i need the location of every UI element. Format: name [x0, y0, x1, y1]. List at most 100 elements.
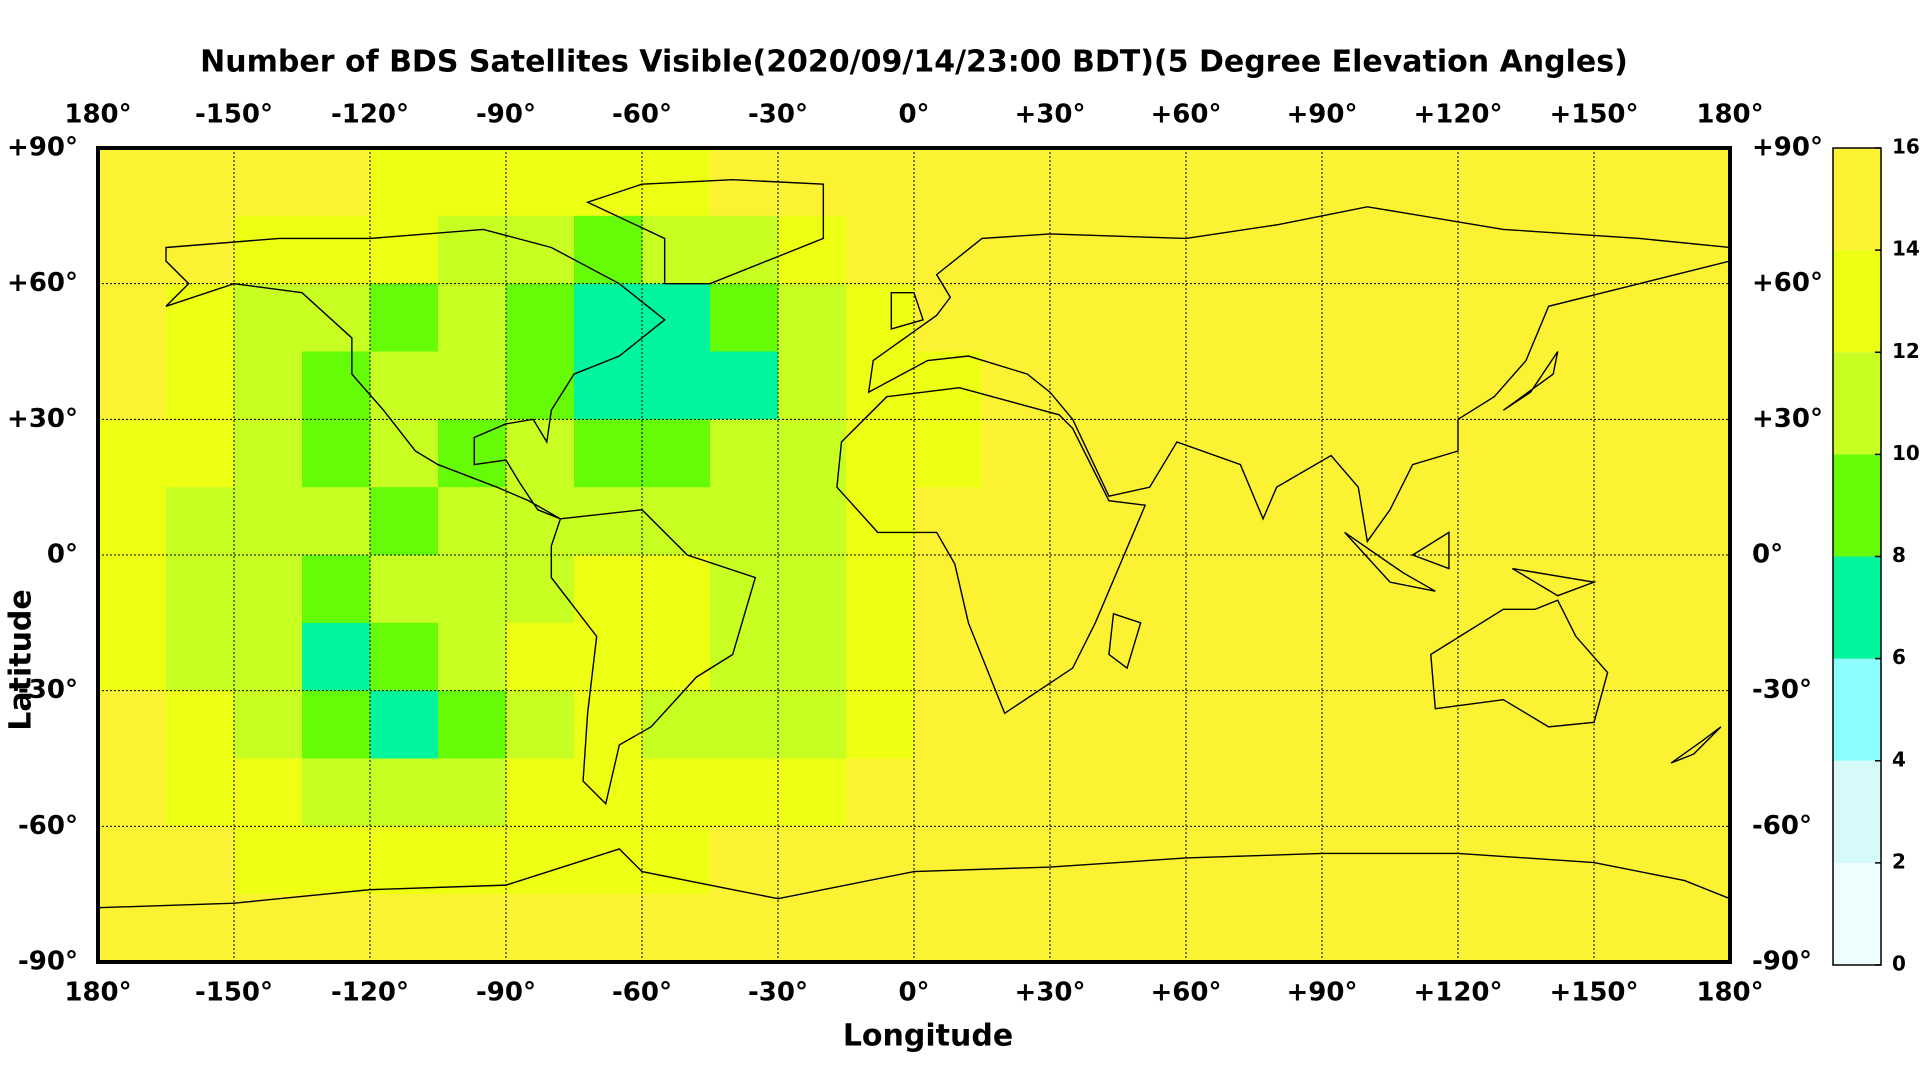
heatmap-cell — [438, 487, 507, 556]
y-axis-label: Latitude — [4, 589, 39, 731]
heatmap-cell — [166, 487, 235, 556]
y-tick-label: -60° — [18, 811, 78, 841]
heatmap-cell — [370, 555, 439, 624]
heatmap-cell — [98, 283, 167, 352]
heatmap-cell — [574, 555, 643, 624]
x-tick-label: -120° — [331, 100, 409, 130]
heatmap-cell — [710, 894, 779, 962]
heatmap-cell — [642, 894, 711, 962]
heatmap-cell — [1390, 351, 1459, 420]
coastline — [1345, 532, 1594, 595]
heatmap-cell — [1322, 758, 1391, 827]
heatmap-cell — [1118, 622, 1187, 692]
heatmap-cell — [302, 555, 371, 624]
heatmap-cell — [234, 419, 303, 488]
heatmap-cell — [302, 758, 371, 827]
heatmap-cell — [166, 826, 235, 895]
coastline — [166, 229, 665, 518]
heatmap-cell — [982, 215, 1051, 285]
heatmap-cell — [1526, 487, 1595, 556]
heatmap-cell — [234, 148, 303, 217]
heatmap-cell — [1254, 622, 1323, 692]
colorbar-bin — [1833, 148, 1881, 251]
heatmap-cell — [846, 826, 915, 895]
heatmap-cell — [1322, 215, 1391, 285]
heatmap-cell — [574, 622, 643, 692]
heatmap-cell — [1390, 148, 1459, 217]
heatmap-cell — [846, 215, 915, 285]
heatmap-cell — [1458, 758, 1527, 827]
heatmap-cell — [370, 351, 439, 420]
heatmap-cell — [1050, 419, 1119, 488]
colorbar-bin — [1833, 658, 1881, 761]
heatmap-cell — [1662, 487, 1730, 556]
heatmap-cell — [234, 215, 303, 285]
heatmap-cell — [1526, 690, 1595, 759]
heatmap-cell — [166, 283, 235, 352]
heatmap-cell — [370, 419, 439, 488]
heatmap-cell — [914, 758, 983, 827]
heatmap-cell — [1254, 690, 1323, 759]
coastline — [551, 510, 755, 804]
heatmap-cell — [1390, 215, 1459, 285]
x-tick-label: +150° — [1549, 978, 1638, 1008]
heatmap-cell — [1526, 622, 1595, 692]
colorbar-bin — [1833, 862, 1881, 965]
heatmap-cell — [1254, 826, 1323, 895]
chart-title: Number of BDS Satellites Visible(2020/09… — [200, 45, 1628, 80]
heatmap-cell — [506, 622, 575, 692]
x-tick-label: +30° — [1015, 978, 1086, 1008]
heatmap-cell — [710, 622, 779, 692]
heatmap-cell — [1458, 148, 1527, 217]
heatmap-cell — [1526, 555, 1595, 624]
heatmap-cell — [574, 487, 643, 556]
heatmap-cell — [1186, 148, 1255, 217]
y-tick-label: 0° — [1752, 540, 1783, 570]
heatmap-cell — [506, 487, 575, 556]
heatmap-cell — [438, 758, 507, 827]
colorbar-tick-label: 8 — [1892, 543, 1906, 567]
heatmap-cell — [1390, 894, 1459, 962]
heatmap-cell — [1526, 894, 1595, 962]
heatmap-cell — [98, 622, 167, 692]
heatmap-cell — [1662, 351, 1730, 420]
heatmap-cell — [1458, 283, 1527, 352]
heatmap-cell — [166, 622, 235, 692]
x-tick-label: 180° — [1696, 100, 1763, 130]
heatmap-cell — [778, 215, 847, 285]
heatmap-cell — [1458, 894, 1527, 962]
coastline — [1431, 600, 1721, 763]
x-tick-label: -150° — [195, 978, 273, 1008]
heatmap-cell — [574, 419, 643, 488]
heatmap-cell — [1254, 351, 1323, 420]
heatmap-cell — [778, 487, 847, 556]
heatmap-cell — [642, 758, 711, 827]
x-tick-label: 180° — [1696, 978, 1763, 1008]
heatmap-cell — [370, 622, 439, 692]
heatmap-cell — [982, 826, 1051, 895]
heatmap-cell — [302, 148, 371, 217]
heatmap-cell — [642, 487, 711, 556]
heatmap-cell — [98, 826, 167, 895]
heatmap-cell — [778, 351, 847, 420]
heatmap-cell — [1118, 283, 1187, 352]
colorbar-tick-label: 4 — [1892, 747, 1906, 771]
heatmap-cell — [1254, 487, 1323, 556]
heatmap-cell — [1186, 826, 1255, 895]
heatmap-cell — [982, 148, 1051, 217]
heatmap-cell — [1594, 555, 1663, 624]
heatmap-cell — [438, 215, 507, 285]
heatmap-cell — [982, 622, 1051, 692]
colorbar-bin — [1833, 250, 1881, 353]
heatmap-cell — [846, 894, 915, 962]
heatmap-cell — [778, 622, 847, 692]
heatmap-cell — [1118, 555, 1187, 624]
heatmap-cell — [1254, 758, 1323, 827]
heatmap-cell — [98, 555, 167, 624]
heatmap-cell — [1526, 283, 1595, 352]
heatmap-cell — [982, 351, 1051, 420]
heatmap-cell — [506, 555, 575, 624]
heatmap-cell — [778, 894, 847, 962]
heatmap-cell — [710, 148, 779, 217]
x-axis-label: Longitude — [843, 1019, 1013, 1054]
